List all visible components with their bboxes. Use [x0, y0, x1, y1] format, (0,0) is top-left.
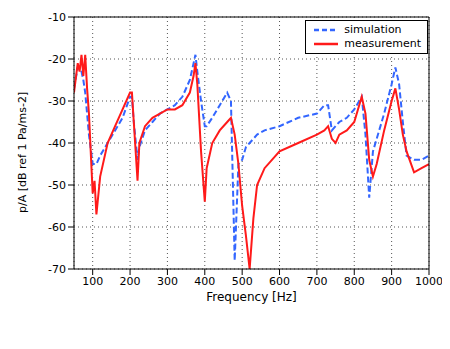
svg-text:-20: -20 — [48, 53, 66, 66]
svg-text:Frequency [Hz]: Frequency [Hz] — [206, 290, 297, 304]
svg-text:-70: -70 — [48, 263, 66, 276]
svg-text:-10: -10 — [48, 11, 66, 24]
html-text:simulation: simulation — [344, 23, 402, 36]
svg-text:-40: -40 — [48, 137, 66, 150]
svg-text:800: 800 — [344, 275, 365, 288]
svg-text:1000: 1000 — [415, 275, 442, 288]
svg-text:p/A [dB ref 1 Pa/ms-2]: p/A [dB ref 1 Pa/ms-2] — [16, 92, 29, 213]
svg-text:-50: -50 — [48, 179, 66, 192]
svg-text:600: 600 — [269, 275, 290, 288]
svg-text:100: 100 — [82, 275, 103, 288]
svg-text:200: 200 — [120, 275, 141, 288]
svg-text:300: 300 — [157, 275, 178, 288]
svg-text:900: 900 — [381, 275, 402, 288]
svg-text:500: 500 — [232, 275, 253, 288]
svg-text:700: 700 — [306, 275, 327, 288]
html-text:measurement: measurement — [344, 37, 421, 50]
svg-text:-60: -60 — [48, 221, 66, 234]
svg-text:-30: -30 — [48, 95, 66, 108]
svg-text:400: 400 — [194, 275, 215, 288]
